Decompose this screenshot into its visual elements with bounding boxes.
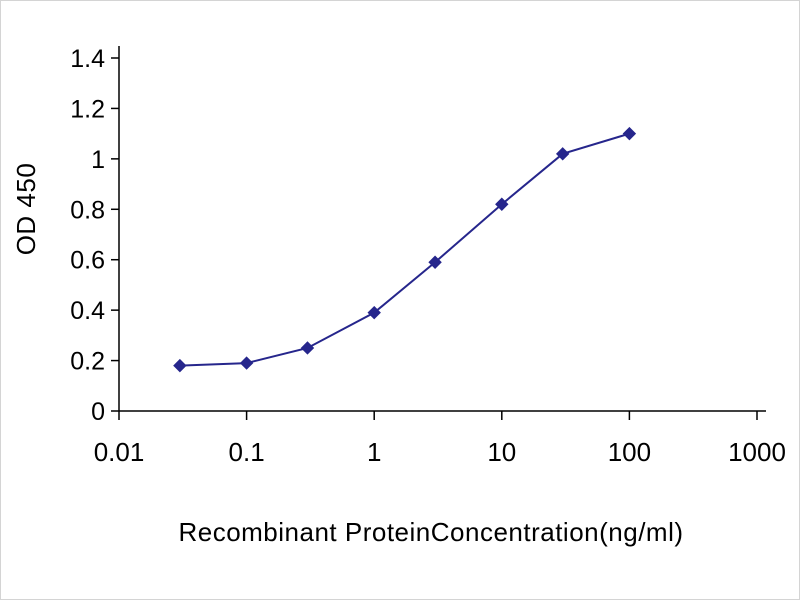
- data-point-marker: [239, 356, 254, 370]
- x-tick-label: 100: [608, 437, 651, 467]
- data-point-marker: [300, 341, 315, 355]
- x-tick-label: 1000: [728, 437, 786, 467]
- y-axis-title: OD 450: [11, 163, 41, 256]
- series-line: [179, 132, 630, 367]
- data-point-marker: [495, 197, 509, 211]
- y-tick-label: 0.2: [70, 348, 105, 376]
- x-tick-label: 0.01: [94, 437, 145, 467]
- data-point-marker: [622, 126, 637, 141]
- y-tick-label: 1.2: [70, 95, 105, 123]
- data-point-marker: [173, 358, 187, 373]
- data-point-marker: [367, 305, 381, 320]
- y-tick-label: 0: [91, 398, 105, 426]
- y-tick-label: 0.4: [70, 297, 105, 325]
- y-tick-label: 1: [91, 146, 105, 174]
- data-point-marker: [428, 255, 442, 269]
- x-tick-label: 0.1: [229, 437, 265, 467]
- x-axis-title: Recombinant ProteinConcentration(ng/ml): [178, 517, 683, 547]
- y-tick-label: 1.4: [70, 45, 105, 73]
- x-tick-label: 10: [487, 437, 516, 467]
- axes-group: 0 0.2 0.4 0.6 0.8 1 1.2 1.4 0.01 0.1 1 10 100 1000: [70, 45, 786, 467]
- y-tick-label: 0.6: [70, 247, 105, 275]
- y-tick-label: 0.8: [70, 196, 105, 224]
- x-tick-label: 1: [367, 437, 381, 467]
- data-point-marker: [555, 147, 570, 161]
- series-group: [173, 126, 637, 373]
